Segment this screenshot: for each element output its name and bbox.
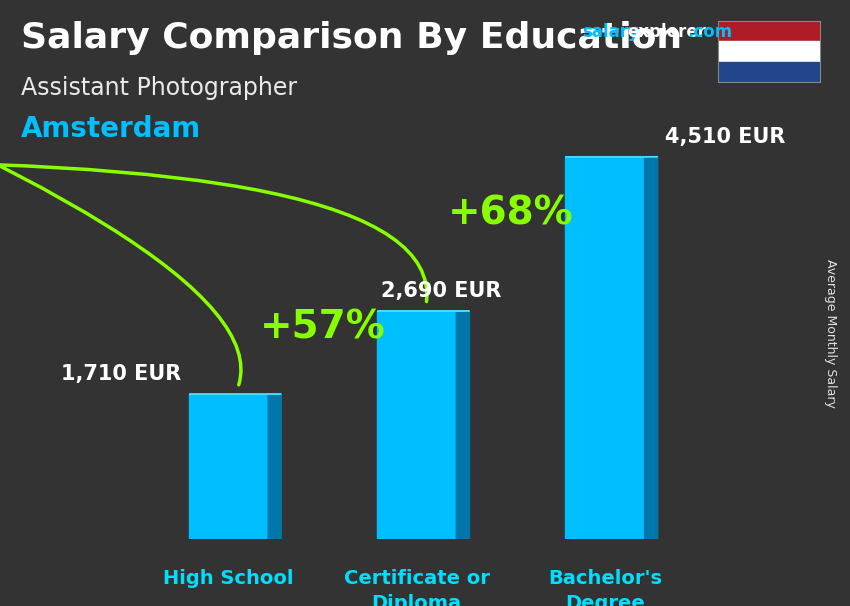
Text: +57%: +57%	[260, 308, 386, 347]
Text: 4,510 EUR: 4,510 EUR	[666, 127, 785, 147]
Polygon shape	[268, 395, 281, 539]
Text: salary: salary	[582, 23, 639, 41]
Bar	[718, 41, 820, 62]
Polygon shape	[456, 311, 469, 539]
Text: Certificate or
Diploma: Certificate or Diploma	[344, 569, 490, 606]
Text: Bachelor's
Degree: Bachelor's Degree	[548, 569, 662, 606]
Text: 1,710 EUR: 1,710 EUR	[61, 364, 182, 384]
Text: +68%: +68%	[448, 195, 574, 232]
Bar	[718, 62, 820, 82]
Text: 2,690 EUR: 2,690 EUR	[381, 281, 502, 301]
Text: Amsterdam: Amsterdam	[21, 115, 201, 143]
Polygon shape	[644, 157, 658, 539]
Text: .com: .com	[687, 23, 732, 41]
Text: Average Monthly Salary: Average Monthly Salary	[824, 259, 837, 408]
Bar	[565, 157, 644, 539]
Bar	[189, 395, 268, 539]
Bar	[377, 311, 456, 539]
Text: Salary Comparison By Education: Salary Comparison By Education	[21, 21, 683, 55]
Text: Assistant Photographer: Assistant Photographer	[21, 76, 297, 100]
Bar	[718, 21, 820, 41]
Text: explorer: explorer	[627, 23, 706, 41]
Text: High School: High School	[163, 569, 294, 588]
